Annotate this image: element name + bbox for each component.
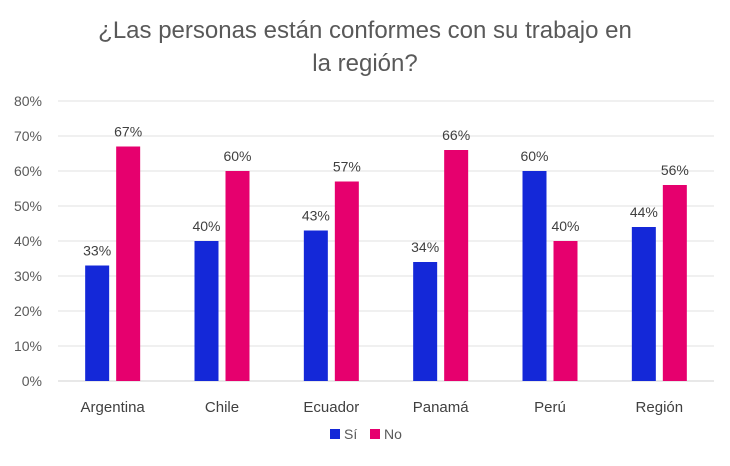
gridlines [58,100,714,382]
y-tick-label: 20% [14,303,42,319]
data-label: 44% [630,204,658,220]
x-category-label: Chile [205,399,239,416]
data-label: 67% [114,124,142,140]
y-tick-label: 70% [14,128,42,144]
x-category-label: Argentina [81,399,146,416]
data-label: 60% [223,148,251,164]
bar-si-panamá [413,262,438,381]
legend-label: No [384,426,402,442]
bar-si-perú [522,171,547,381]
y-tick-label: 0% [22,373,42,389]
y-tick-label: 60% [14,163,42,179]
bar-no-argentina [116,146,141,381]
y-tick-label: 50% [14,198,42,214]
bar-no-región [662,185,687,381]
bar-si-ecuador [303,230,328,381]
data-label: 66% [442,127,470,143]
x-category-label: Región [636,399,684,416]
data-label: 60% [520,148,548,164]
y-tick-label: 30% [14,268,42,284]
legend-label: Sí [344,426,357,442]
legend-swatch [370,429,380,439]
x-axis-categories: Argentina Chile Ecuador Panamá Perú Región [81,399,684,416]
y-axis-ticks: 0% 10% 20% 30% 40% 50% 60% 70% 80% [14,93,42,389]
data-label: 40% [192,218,220,234]
legend: Sí No [330,426,402,442]
bar-no-perú [553,241,578,381]
data-labels: 33% 67% 40% 60% 43% 57% 34% 66% 60% 40% 44% 56% [83,124,689,259]
data-label: 43% [302,208,330,224]
bar-si-chile [194,241,219,381]
bar-no-ecuador [334,181,359,381]
x-category-label: Perú [534,399,566,416]
x-category-label: Panamá [413,399,470,416]
chart-title-line-1: ¿Las personas están conformes con su tra… [98,17,632,44]
data-label: 56% [661,162,689,178]
legend-swatch [330,429,340,439]
legend-item: No [370,426,402,442]
chart-title-line-2: la región? [312,50,417,77]
data-label: 57% [333,159,361,175]
data-label: 34% [411,239,439,255]
legend-item: Sí [330,426,357,442]
data-label: 40% [551,218,579,234]
bar-si-región [631,227,656,381]
data-label: 33% [83,243,111,259]
y-tick-label: 40% [14,233,42,249]
chart-title: ¿Las personas están conformes con su tra… [98,17,632,77]
x-category-label: Ecuador [303,399,359,416]
y-tick-label: 80% [14,93,42,109]
bars [85,146,687,381]
y-tick-label: 10% [14,338,42,354]
bar-si-argentina [85,265,110,381]
bar-no-chile [225,171,250,381]
bar-no-panamá [444,150,469,381]
